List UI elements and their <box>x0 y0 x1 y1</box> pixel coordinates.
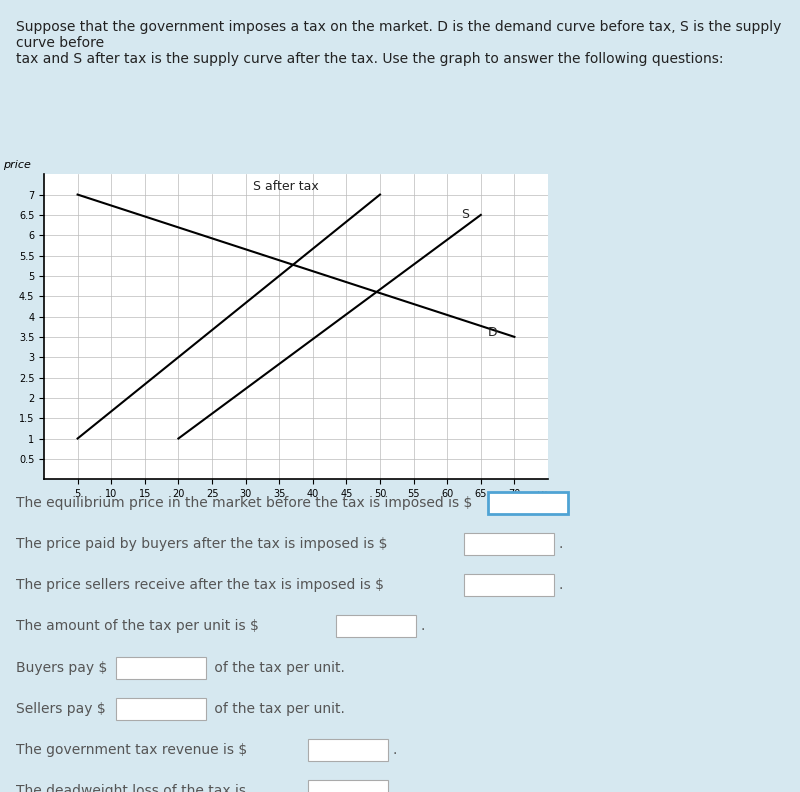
Text: S: S <box>461 208 469 222</box>
Text: .: . <box>420 619 424 634</box>
Text: .: . <box>392 743 396 757</box>
Text: Sellers pay $: Sellers pay $ <box>16 702 106 716</box>
Text: Suppose that the government imposes a tax on the market. D is the demand curve b: Suppose that the government imposes a ta… <box>16 20 782 67</box>
Text: Buyers pay $: Buyers pay $ <box>16 661 107 675</box>
Text: D: D <box>487 326 497 339</box>
Text: of the tax per unit.: of the tax per unit. <box>210 661 345 675</box>
Text: The price paid by buyers after the tax is imposed is $: The price paid by buyers after the tax i… <box>16 537 387 551</box>
Text: of the tax per unit.: of the tax per unit. <box>210 702 345 716</box>
Text: The amount of the tax per unit is $: The amount of the tax per unit is $ <box>16 619 259 634</box>
Text: .: . <box>558 578 562 592</box>
Text: .: . <box>558 537 562 551</box>
Text: The price sellers receive after the tax is imposed is $: The price sellers receive after the tax … <box>16 578 384 592</box>
Text: The deadweight loss of the tax is: The deadweight loss of the tax is <box>16 784 246 792</box>
Text: The equilibrium price in the market before the tax is imposed is $: The equilibrium price in the market befo… <box>16 496 472 510</box>
Text: The government tax revenue is $: The government tax revenue is $ <box>16 743 247 757</box>
Text: S after tax: S after tax <box>253 180 318 192</box>
Text: price: price <box>2 160 30 170</box>
Text: quantity: quantity <box>508 491 554 501</box>
Text: .: . <box>392 784 396 792</box>
